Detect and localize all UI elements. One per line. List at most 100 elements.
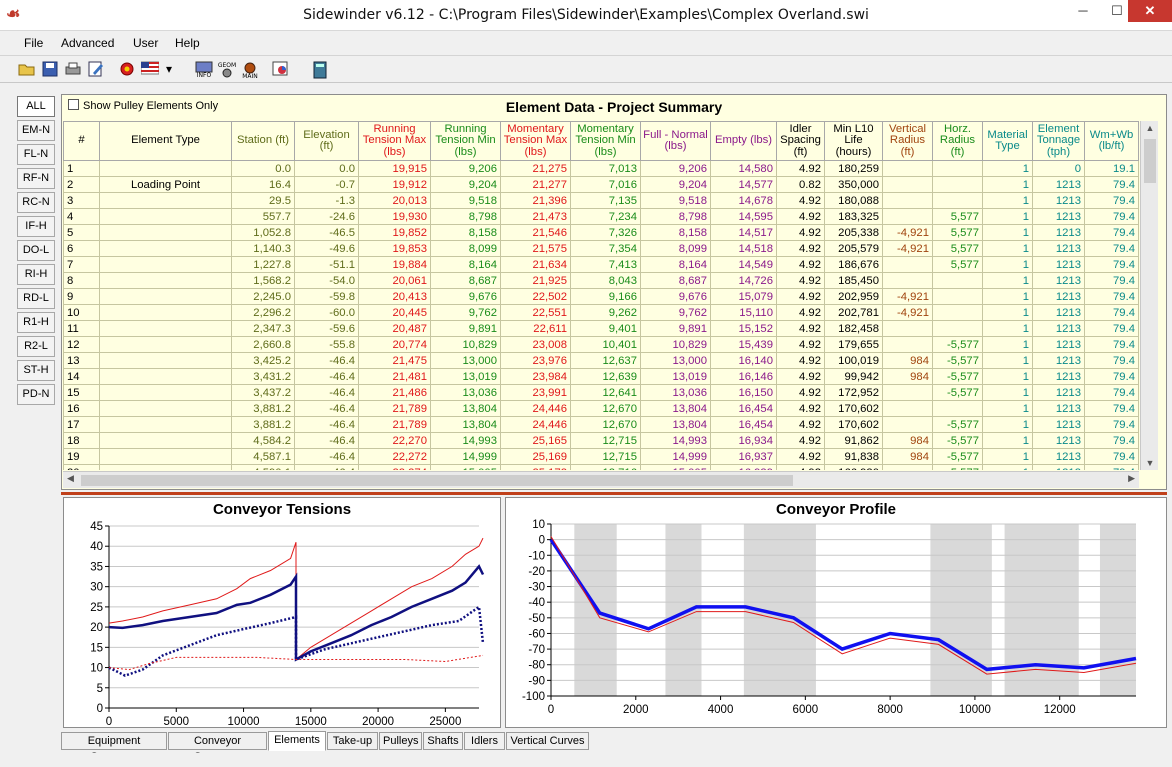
table-cell[interactable]: 1 [982,432,1033,449]
table-cell[interactable]: 1 [63,160,100,177]
scroll-left-icon[interactable]: ◀ [67,473,74,483]
table-cell[interactable]: 1 [982,288,1033,305]
table-cell[interactable]: 79.4 [1084,272,1139,289]
table-cell[interactable]: 12,715 [570,432,641,449]
table-cell[interactable]: 186,676 [824,256,883,273]
table-cell[interactable]: 12,670 [570,400,641,417]
table-cell[interactable] [99,288,232,305]
table-cell[interactable]: 21,473 [500,208,571,225]
table-cell[interactable]: 21,925 [500,272,571,289]
table-cell[interactable]: 16,934 [710,432,777,449]
table-cell[interactable]: 15,005 [640,464,711,470]
table-cell[interactable]: 9,518 [640,192,711,209]
side-tab-r1-h[interactable]: R1-H [17,312,55,333]
table-cell[interactable]: -55.8 [294,336,359,353]
table-cell[interactable]: 4.92 [776,384,825,401]
tab-shafts[interactable]: Shafts [423,732,463,750]
table-cell[interactable]: 4.92 [776,416,825,433]
column-header[interactable]: Momentary Tension Max (lbs) [500,121,571,161]
table-cell[interactable]: 20,013 [358,192,431,209]
table-cell[interactable]: 21,546 [500,224,571,241]
table-row[interactable]: 15 3,437.2 -46.4 21,486 13,036 23,991 12,641 13… [63,384,1139,401]
table-cell[interactable]: 15,110 [710,304,777,321]
table-cell[interactable]: 13,804 [430,416,501,433]
table-cell[interactable]: 984 [882,432,933,449]
flag-us-icon[interactable] [139,59,161,80]
side-tab-all[interactable]: ALL [17,96,55,117]
table-cell[interactable]: 1,568.2 [231,272,295,289]
table-cell[interactable]: 14,999 [640,448,711,465]
table-cell[interactable]: 21,396 [500,192,571,209]
table-row[interactable]: 17 3,881.2 -46.4 21,789 13,804 24,446 12,670 13… [63,416,1139,433]
table-cell[interactable]: 19,853 [358,240,431,257]
table-cell[interactable]: 4.92 [776,448,825,465]
maximize-button[interactable]: ☐ [1111,3,1123,18]
panel-splitter[interactable] [61,492,1167,495]
table-cell[interactable]: 9,891 [640,320,711,337]
edit-icon[interactable] [85,59,107,80]
table-cell[interactable] [882,336,933,353]
column-header[interactable]: Horz. Radius (ft) [932,121,983,161]
vertical-scrollbar[interactable]: ▲ ▼ [1140,121,1158,470]
conveyor-icon[interactable] [116,59,138,80]
scroll-up-icon[interactable]: ▲ [1145,123,1155,133]
main-icon[interactable]: MAIN [239,59,261,80]
table-cell[interactable]: 4,587.1 [231,448,295,465]
table-cell[interactable]: 7,016 [570,176,641,193]
table-cell[interactable]: 15,079 [710,288,777,305]
table-cell[interactable]: 14,518 [710,240,777,257]
column-header[interactable]: # [63,121,100,161]
column-header[interactable]: Element Type [99,121,232,161]
table-cell[interactable]: 9,891 [430,320,501,337]
menu-help[interactable]: Help [175,36,200,50]
table-cell[interactable]: 23,976 [500,352,571,369]
side-tab-em-n[interactable]: EM-N [17,120,55,141]
save-icon[interactable] [39,59,61,80]
table-cell[interactable]: 1 [982,208,1033,225]
table-cell[interactable]: 22,270 [358,432,431,449]
table-cell[interactable]: 0.0 [231,160,295,177]
table-cell[interactable]: 79.4 [1084,176,1139,193]
side-tab-rf-n[interactable]: RF-N [17,168,55,189]
table-cell[interactable]: 9,401 [570,320,641,337]
table-cell[interactable]: 1213 [1032,320,1085,337]
tab-vertical-curves[interactable]: Vertical Curves [506,732,589,750]
table-cell[interactable]: 2,660.8 [231,336,295,353]
table-cell[interactable] [99,464,232,470]
table-cell[interactable]: 1 [982,176,1033,193]
table-cell[interactable]: 557.7 [231,208,295,225]
table-cell[interactable]: 79.4 [1084,464,1139,470]
table-cell[interactable]: 170,602 [824,416,883,433]
table-cell[interactable]: 5,577 [932,224,983,241]
table-cell[interactable]: 21,789 [358,400,431,417]
side-tab-r2-l[interactable]: R2-L [17,336,55,357]
column-header[interactable]: Momentary Tension Min (lbs) [570,121,641,161]
scroll-thumb[interactable] [1144,139,1156,183]
menu-user[interactable]: User [133,36,159,50]
table-row[interactable]: 19 4,587.1 -46.4 22,272 14,999 25,169 12,715 14… [63,448,1139,465]
table-cell[interactable]: 14 [63,368,100,385]
table-cell[interactable] [882,208,933,225]
table-cell[interactable]: 8,164 [640,256,711,273]
table-cell[interactable]: 14,993 [640,432,711,449]
table-cell[interactable]: 25,165 [500,432,571,449]
table-cell[interactable]: -4,921 [882,304,933,321]
table-cell[interactable]: 1 [982,416,1033,433]
table-cell[interactable] [99,400,232,417]
table-row[interactable]: 12 2,660.8 -55.8 20,774 10,829 23,008 10,401 10… [63,336,1139,353]
table-cell[interactable]: 21,789 [358,416,431,433]
table-cell[interactable]: 984 [882,352,933,369]
table-cell[interactable]: 5,577 [932,240,983,257]
table-cell[interactable]: 12,641 [570,384,641,401]
table-cell[interactable] [882,272,933,289]
table-row[interactable]: 16 3,881.2 -46.4 21,789 13,804 24,446 12,670 13… [63,400,1139,417]
app-icon[interactable]: ☙ [6,6,21,23]
table-cell[interactable] [932,160,983,177]
table-cell[interactable]: 8,164 [430,256,501,273]
table-cell[interactable]: 205,338 [824,224,883,241]
table-cell[interactable]: 1213 [1032,352,1085,369]
table-cell[interactable]: 4.92 [776,208,825,225]
checkbox-box[interactable] [68,99,79,110]
table-cell[interactable]: 79.4 [1084,432,1139,449]
table-cell[interactable]: 14,999 [430,448,501,465]
